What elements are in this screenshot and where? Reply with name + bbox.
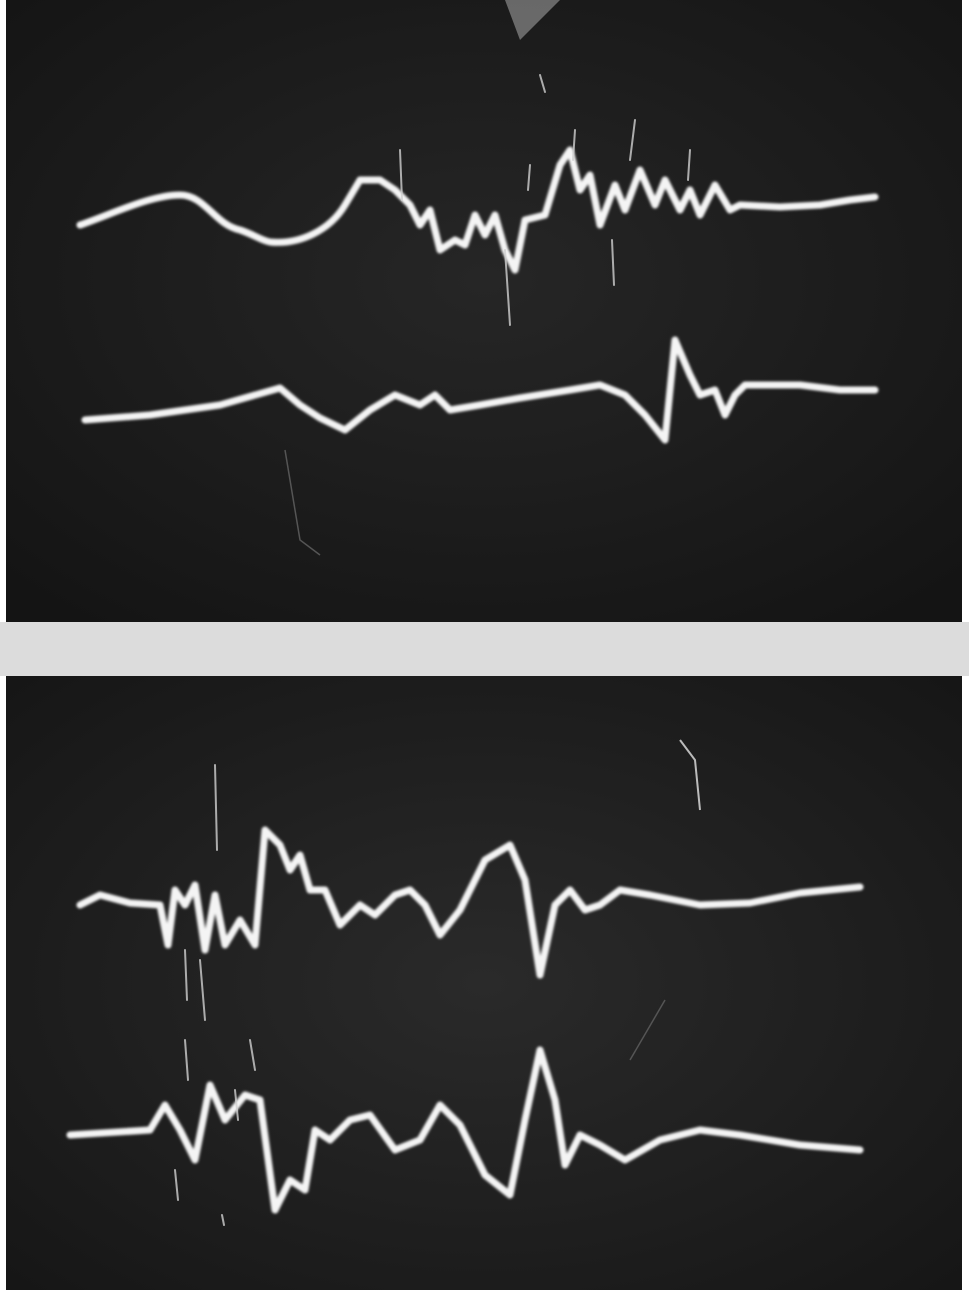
photo-background	[6, 0, 962, 622]
scan	[0, 0, 969, 1290]
photo-background	[6, 676, 962, 1290]
bottom-photo	[6, 676, 962, 1290]
top-photo	[6, 0, 962, 622]
page	[0, 0, 969, 1290]
gap	[0, 622, 969, 676]
